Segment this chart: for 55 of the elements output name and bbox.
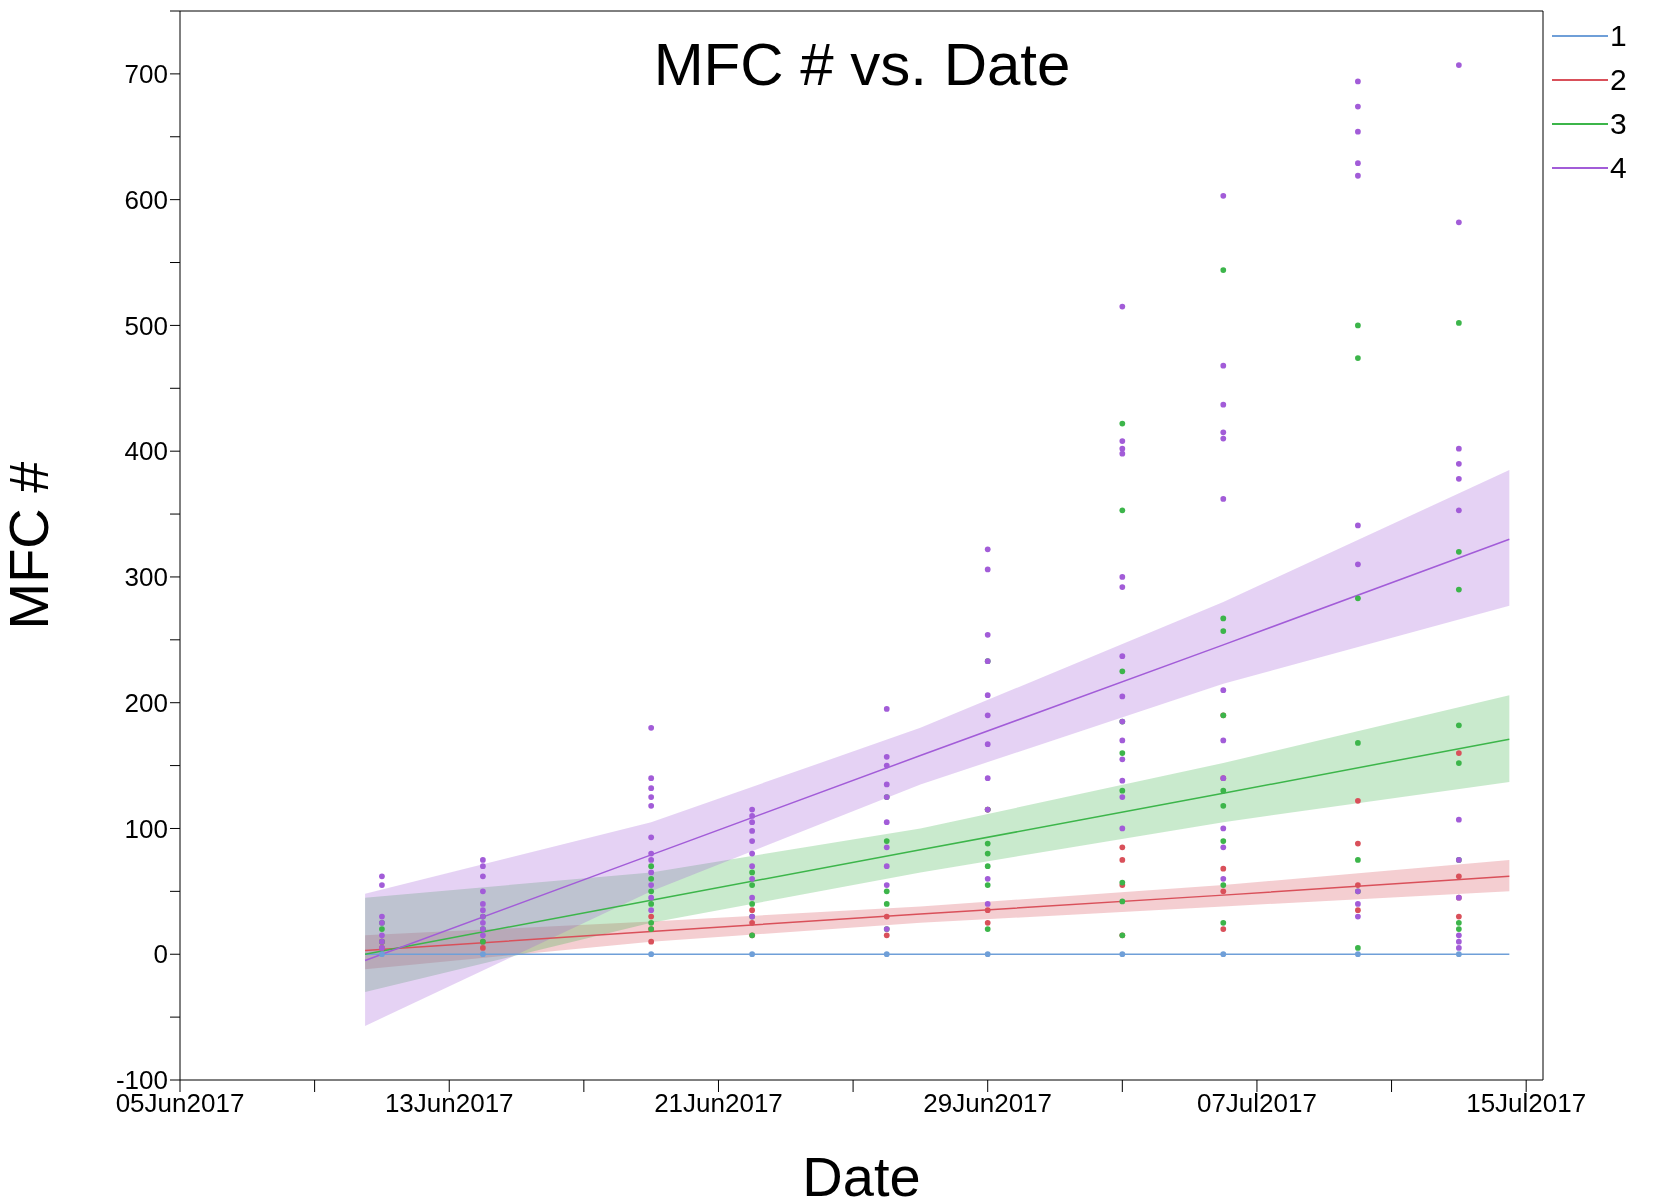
- y-tick-label: 300: [124, 562, 168, 593]
- point: [1119, 951, 1126, 958]
- point: [749, 951, 755, 958]
- point: [480, 951, 486, 958]
- point: [883, 932, 890, 939]
- point: [1355, 951, 1361, 958]
- line-series: [364, 538, 1511, 962]
- point: [1119, 844, 1126, 851]
- y-tick-label: 700: [124, 59, 168, 90]
- point: [1355, 882, 1361, 888]
- x-tick-label: 13Jun2017: [384, 1088, 514, 1119]
- point: [1220, 926, 1227, 932]
- line-series: [364, 875, 1511, 952]
- point: [480, 945, 486, 951]
- point: [1119, 857, 1126, 863]
- point: [1455, 913, 1462, 920]
- point: [1355, 797, 1361, 804]
- y-axis-title: MFC #: [0, 461, 60, 630]
- legend-label: 2: [1610, 63, 1627, 97]
- point: [648, 913, 655, 920]
- point: [1455, 873, 1462, 880]
- line-series: [364, 738, 1511, 955]
- y-tick-label: 500: [124, 310, 168, 341]
- x-tick-label: 15Jul2017: [1466, 1088, 1587, 1119]
- legend-label: 1: [1610, 19, 1627, 53]
- y-tick-label: 100: [124, 813, 168, 844]
- y-tick-label: 0: [153, 939, 168, 970]
- point: [1220, 951, 1227, 958]
- x-tick-label: 29Jun2017: [923, 1088, 1053, 1119]
- point: [1455, 750, 1462, 756]
- point: [749, 907, 755, 914]
- point: [1220, 888, 1227, 895]
- point: [648, 951, 655, 958]
- point: [648, 938, 655, 945]
- y-tick-label: 600: [124, 184, 168, 215]
- point: [1355, 907, 1361, 914]
- x-tick-label: 05Jun2017: [115, 1088, 245, 1119]
- point: [1355, 840, 1361, 847]
- point: [1455, 951, 1462, 958]
- legend-label: 3: [1610, 107, 1627, 141]
- y-tick-label: 400: [124, 436, 168, 467]
- point: [749, 919, 755, 926]
- point: [984, 951, 991, 958]
- point: [883, 913, 890, 920]
- point: [883, 951, 890, 958]
- y-tick-label: 200: [124, 687, 168, 718]
- point: [984, 919, 991, 926]
- point: [984, 907, 991, 914]
- legend-label: 4: [1610, 151, 1627, 185]
- x-tick-label: 21Jun2017: [654, 1088, 783, 1119]
- chart-title: MFC # vs. Date: [652, 30, 1072, 99]
- point: [1220, 865, 1227, 872]
- x-tick-label: 07Jul2017: [1196, 1088, 1317, 1119]
- point: [379, 951, 385, 958]
- x-axis-title: Date: [802, 1145, 921, 1200]
